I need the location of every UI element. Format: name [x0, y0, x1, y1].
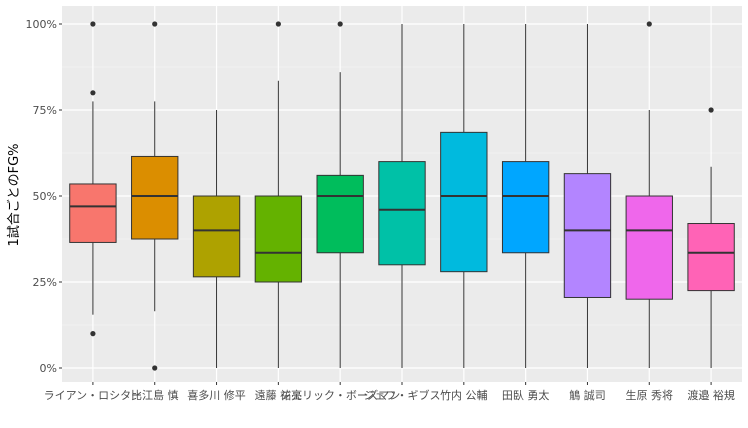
y-tick-label: 50% — [33, 190, 57, 203]
iqr-box — [440, 131, 488, 273]
outlier-point — [152, 21, 158, 27]
box-3 — [192, 110, 241, 368]
y-tick-label: 25% — [33, 276, 57, 289]
iqr-box — [625, 195, 673, 300]
outlier-point — [275, 21, 281, 27]
outlier-point — [646, 21, 652, 27]
outlier-point — [708, 107, 714, 113]
x-tick-label: 鵤 誠司 — [569, 388, 606, 402]
box-10 — [625, 21, 673, 368]
x-tick-label: ジェリック・ボーズマン — [280, 388, 400, 402]
box-11 — [687, 107, 735, 368]
outlier-point — [337, 21, 343, 27]
x-axis-ticks: ライアン・ロシター比江島 慎喜多川 修平 遠藤 祐亮ジェリック・ボーズマンジェフ・… — [44, 382, 735, 402]
box-7 — [440, 24, 488, 368]
iqr-box — [687, 223, 735, 292]
x-tick-label: 渡邉 裕規 — [687, 388, 735, 402]
iqr-box — [254, 195, 303, 283]
x-tick-label: 竹内 公輔 — [440, 388, 488, 402]
iqr-box — [378, 161, 426, 266]
y-tick-label: 75% — [33, 104, 57, 117]
iqr-box — [131, 155, 179, 240]
box-5 — [316, 21, 364, 368]
outlier-point — [90, 331, 96, 337]
iqr-box — [501, 161, 550, 254]
y-axis-ticks: 0% 25% 50% 75% 100% — [26, 18, 62, 375]
y-tick-label: 100% — [26, 18, 57, 31]
x-tick-label: 比江島 慎 — [131, 388, 179, 402]
iqr-box — [563, 173, 612, 298]
box-1 — [69, 21, 117, 337]
box-8 — [501, 24, 550, 368]
x-tick-label: 遠藤 祐亮 — [255, 388, 303, 402]
x-tick-label: 喜多川 修平 — [187, 388, 246, 402]
box-6 — [378, 24, 426, 368]
iqr-box — [69, 183, 117, 243]
iqr-box — [316, 174, 364, 254]
outlier-point — [152, 365, 158, 371]
y-axis-label: 1試合ごとのFG% — [6, 143, 22, 246]
x-tick-label: ライアン・ロシター — [44, 389, 143, 402]
x-tick-label: ジェフ・ギブス — [364, 388, 441, 402]
x-tick-label: 田臥 勇太 — [502, 389, 550, 402]
box-4 — [254, 21, 303, 368]
outlier-point — [90, 21, 96, 27]
outlier-point — [90, 90, 96, 96]
x-tick-label: 生原 秀将 — [626, 388, 674, 402]
box-2 — [131, 21, 179, 371]
y-tick-label: 0% — [40, 362, 57, 375]
boxes-layer — [69, 21, 735, 371]
box-9 — [563, 24, 612, 368]
iqr-box — [192, 195, 241, 278]
